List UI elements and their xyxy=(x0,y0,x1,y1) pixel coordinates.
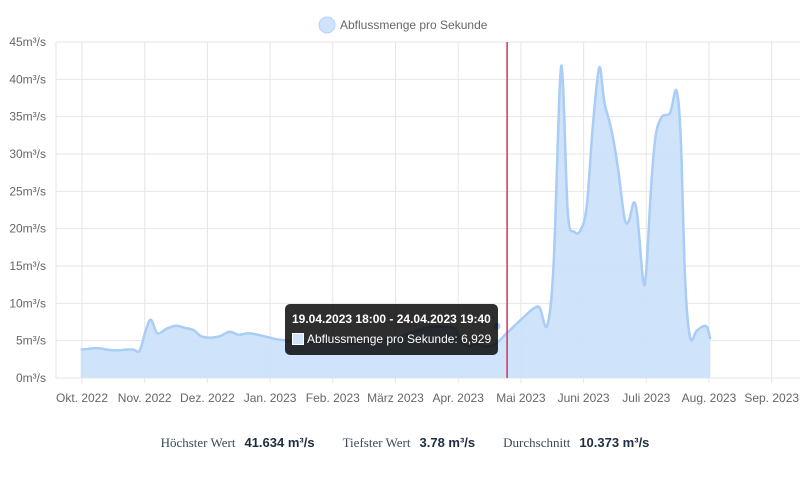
y-tick-label: 35m³/s xyxy=(9,110,46,124)
x-tick-label: März 2023 xyxy=(367,391,424,405)
y-tick-label: 5m³/s xyxy=(16,334,46,348)
x-tick-label: Apr. 2023 xyxy=(433,391,485,405)
stat-min-value: 3.78 m³/s xyxy=(419,435,476,450)
x-tick-label: Sep. 2023 xyxy=(744,391,799,405)
x-tick-label: Jan. 2023 xyxy=(244,391,297,405)
y-tick-label: 20m³/s xyxy=(9,222,46,236)
tooltip-title: 19.04.2023 18:00 - 24.04.2023 19:40 xyxy=(292,312,491,326)
legend-label[interactable]: Abflussmenge pro Sekunde xyxy=(340,18,488,32)
x-tick-label: Juni 2023 xyxy=(558,391,610,405)
stat-avg-label: Durchschnitt xyxy=(503,435,571,450)
statistics-bar: Höchster Wert 41.634 m³/s Tiefster Wert … xyxy=(0,428,810,458)
stat-max: Höchster Wert 41.634 m³/s xyxy=(161,435,315,451)
chart-tooltip: 19.04.2023 18:00 - 24.04.2023 19:40 Abfl… xyxy=(285,304,499,355)
y-tick-label: 25m³/s xyxy=(9,184,46,198)
x-tick-label: Dez. 2022 xyxy=(180,391,235,405)
legend[interactable]: Abflussmenge pro Sekunde xyxy=(318,16,488,34)
legend-swatch xyxy=(318,16,336,34)
stat-avg: Durchschnitt 10.373 m³/s xyxy=(503,435,649,451)
y-tick-label: 30m³/s xyxy=(9,147,46,161)
tooltip-swatch xyxy=(292,333,304,345)
stat-min-label: Tiefster Wert xyxy=(342,435,411,450)
y-tick-label: 15m³/s xyxy=(9,259,46,273)
x-tick-label: Nov. 2022 xyxy=(118,391,172,405)
y-tick-label: 0m³/s xyxy=(16,371,46,385)
x-tick-label: Aug. 2023 xyxy=(682,391,737,405)
stat-max-label: Höchster Wert xyxy=(160,435,236,450)
y-tick-label: 45m³/s xyxy=(9,35,46,49)
chart-canvas[interactable]: Abflussmenge pro Sekunde 0m³/s 5m³/s 10m³/… xyxy=(0,0,810,420)
x-tick-label: Feb. 2023 xyxy=(306,391,360,405)
tooltip-body: Abflussmenge pro Sekunde: 6,929 xyxy=(307,332,492,346)
x-tick-label: Okt. 2022 xyxy=(56,391,108,405)
stat-avg-value: 10.373 m³/s xyxy=(579,435,650,450)
discharge-chart[interactable]: Abflussmenge pro Sekunde 0m³/s 5m³/s 10m³/… xyxy=(0,0,810,420)
y-tick-label: 40m³/s xyxy=(9,72,46,86)
x-tick-label: Mai 2023 xyxy=(496,391,546,405)
y-tick-label: 10m³/s xyxy=(9,296,46,310)
x-tick-label: Juli 2023 xyxy=(622,391,670,405)
series-area[interactable] xyxy=(80,65,711,378)
stat-max-value: 41.634 m³/s xyxy=(244,435,315,450)
stat-min: Tiefster Wert 3.78 m³/s xyxy=(343,435,476,451)
